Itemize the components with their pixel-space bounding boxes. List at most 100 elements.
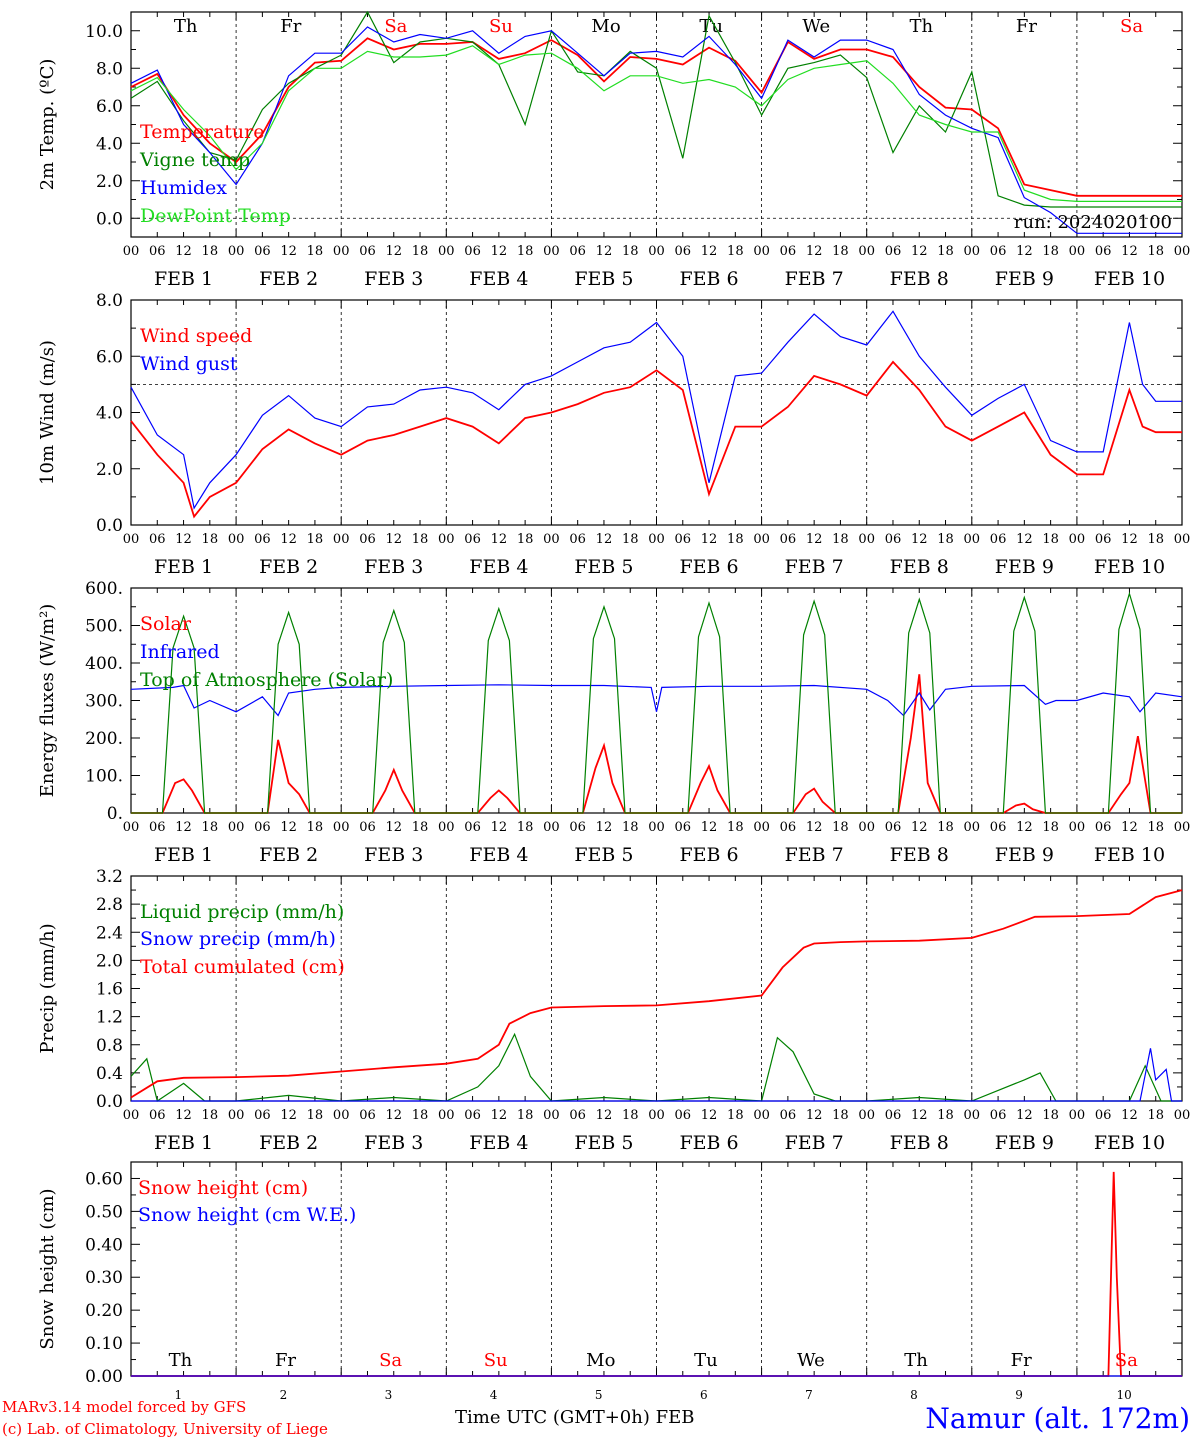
date-label: FEB 10	[1094, 844, 1165, 866]
series-line-liquid-precip-mm-h-	[130, 1032, 1182, 1102]
series-line-snow-precip-mm-h-	[131, 1048, 1182, 1102]
y-tick-label: 8.0	[96, 291, 123, 311]
hour-tick-label: 06	[675, 532, 692, 547]
hour-tick-label: 06	[569, 1108, 586, 1123]
hour-tick-label: 06	[464, 1108, 481, 1123]
y-tick-label: 0.20	[85, 1301, 123, 1321]
hour-tick-label: 12	[1121, 532, 1138, 547]
hour-tick-label: 06	[254, 1108, 271, 1123]
hour-tick-label: 12	[596, 532, 613, 547]
hour-tick-label: 06	[780, 820, 797, 835]
hour-tick-label: 18	[1042, 1108, 1059, 1123]
hour-tick-label: 06	[1095, 532, 1112, 547]
hour-tick-label: 12	[491, 244, 508, 259]
hour-tick-label: 12	[1016, 820, 1033, 835]
hour-tick-label: 00	[648, 244, 665, 259]
date-label: FEB 2	[259, 268, 318, 290]
hour-tick-label: 18	[937, 1108, 954, 1123]
day-name-label: Sa	[1120, 16, 1143, 37]
date-label: FEB 10	[1094, 1132, 1165, 1154]
day-number-label: 3	[385, 1388, 393, 1402]
day-number-label: 9	[1015, 1388, 1023, 1402]
hour-tick-label: 18	[202, 244, 219, 259]
y-tick-label: 6.0	[96, 347, 123, 367]
y-tick-label: 0.00	[85, 1367, 123, 1387]
hour-tick-label: 00	[753, 1108, 770, 1123]
hour-tick-label: 18	[412, 1108, 429, 1123]
hour-tick-label: 12	[491, 532, 508, 547]
series-line-temperature	[130, 37, 1182, 197]
date-label: FEB 2	[259, 844, 318, 866]
series-line-wind-gust	[130, 310, 1182, 510]
hour-tick-label: 06	[569, 532, 586, 547]
day-name-label: Fr	[275, 1350, 296, 1371]
hour-tick-label: 00	[333, 820, 350, 835]
date-label: FEB 4	[469, 268, 528, 290]
hour-tick-label: 18	[622, 1108, 639, 1123]
hour-tick-label: 12	[1016, 244, 1033, 259]
hour-tick-label: 12	[280, 1108, 297, 1123]
date-label: FEB 6	[679, 1132, 738, 1154]
hour-tick-label: 00	[1174, 532, 1191, 547]
date-label: FEB 9	[995, 268, 1054, 290]
y-tick-label: 400.	[85, 654, 123, 674]
hour-tick-label: 12	[175, 1108, 192, 1123]
date-label: FEB 9	[995, 844, 1054, 866]
hour-tick-label: 00	[333, 244, 350, 259]
hour-tick-label: 00	[438, 1108, 455, 1123]
date-label: FEB 2	[259, 1132, 318, 1154]
hour-tick-label: 06	[780, 244, 797, 259]
hour-tick-label: 00	[1069, 244, 1086, 259]
y-axis-label: Precip (mm/h)	[37, 923, 58, 1053]
hour-tick-label: 00	[1174, 820, 1191, 835]
legend-entry: Total cumulated (cm)	[140, 956, 345, 978]
hour-tick-label: 06	[675, 820, 692, 835]
hour-tick-label: 00	[753, 244, 770, 259]
day-name-label: Mo	[591, 16, 620, 37]
hour-tick-label: 06	[149, 532, 166, 547]
y-axis-label: Energy fluxes (W/m²)	[37, 604, 58, 798]
hour-tick-label: 06	[254, 532, 271, 547]
y-tick-label: 0.10	[85, 1334, 123, 1354]
hour-tick-label: 00	[753, 532, 770, 547]
date-label: FEB 3	[364, 556, 423, 578]
footer-credit-line-2: (c) Lab. of Climatology, University of L…	[2, 1420, 328, 1438]
hour-tick-label: 18	[832, 532, 849, 547]
hour-tick-label: 06	[1095, 820, 1112, 835]
date-label: FEB 3	[364, 268, 423, 290]
hour-tick-label: 06	[885, 244, 902, 259]
date-label: FEB 7	[785, 556, 844, 578]
hour-tick-label: 00	[1174, 1108, 1191, 1123]
hour-tick-label: 18	[727, 820, 744, 835]
hour-tick-label: 18	[517, 820, 534, 835]
hour-tick-label: 18	[727, 244, 744, 259]
day-name-label: Sa	[379, 1350, 402, 1371]
hour-tick-label: 18	[727, 532, 744, 547]
series-line-dewpoint-temp	[130, 45, 1182, 202]
hour-tick-label: 12	[806, 244, 823, 259]
hour-tick-label: 06	[359, 244, 376, 259]
plot-frame	[130, 587, 1183, 814]
y-tick-label: 4.0	[96, 134, 123, 154]
panel-energy: 00 06 12 18 00 06 12 18 00 06 12 18 00 06 12 18 00 06 12 18…	[37, 579, 1190, 866]
hour-tick-label: 18	[517, 1108, 534, 1123]
y-tick-label: 0.0	[96, 1092, 123, 1112]
hour-tick-label: 18	[412, 532, 429, 547]
series-line-snow-height-cm-	[131, 1171, 1182, 1377]
hour-tick-label: 06	[885, 532, 902, 547]
day-name-label: Th	[910, 16, 934, 37]
legend-entry: Vigne temp	[139, 149, 250, 171]
y-tick-label: 2.4	[96, 923, 123, 943]
hour-tick-label: 12	[701, 820, 718, 835]
legend-entry: Wind gust	[140, 353, 238, 375]
hour-tick-label: 12	[280, 532, 297, 547]
date-label: FEB 9	[995, 1132, 1054, 1154]
hour-tick-label: 12	[596, 820, 613, 835]
date-label: FEB 7	[785, 1132, 844, 1154]
day-name-label: Su	[484, 1350, 508, 1371]
hour-tick-label: 18	[832, 1108, 849, 1123]
hour-tick-label: 06	[990, 532, 1007, 547]
date-label: FEB 5	[574, 268, 633, 290]
hour-tick-label: 00	[438, 820, 455, 835]
hour-tick-label: 12	[491, 1108, 508, 1123]
